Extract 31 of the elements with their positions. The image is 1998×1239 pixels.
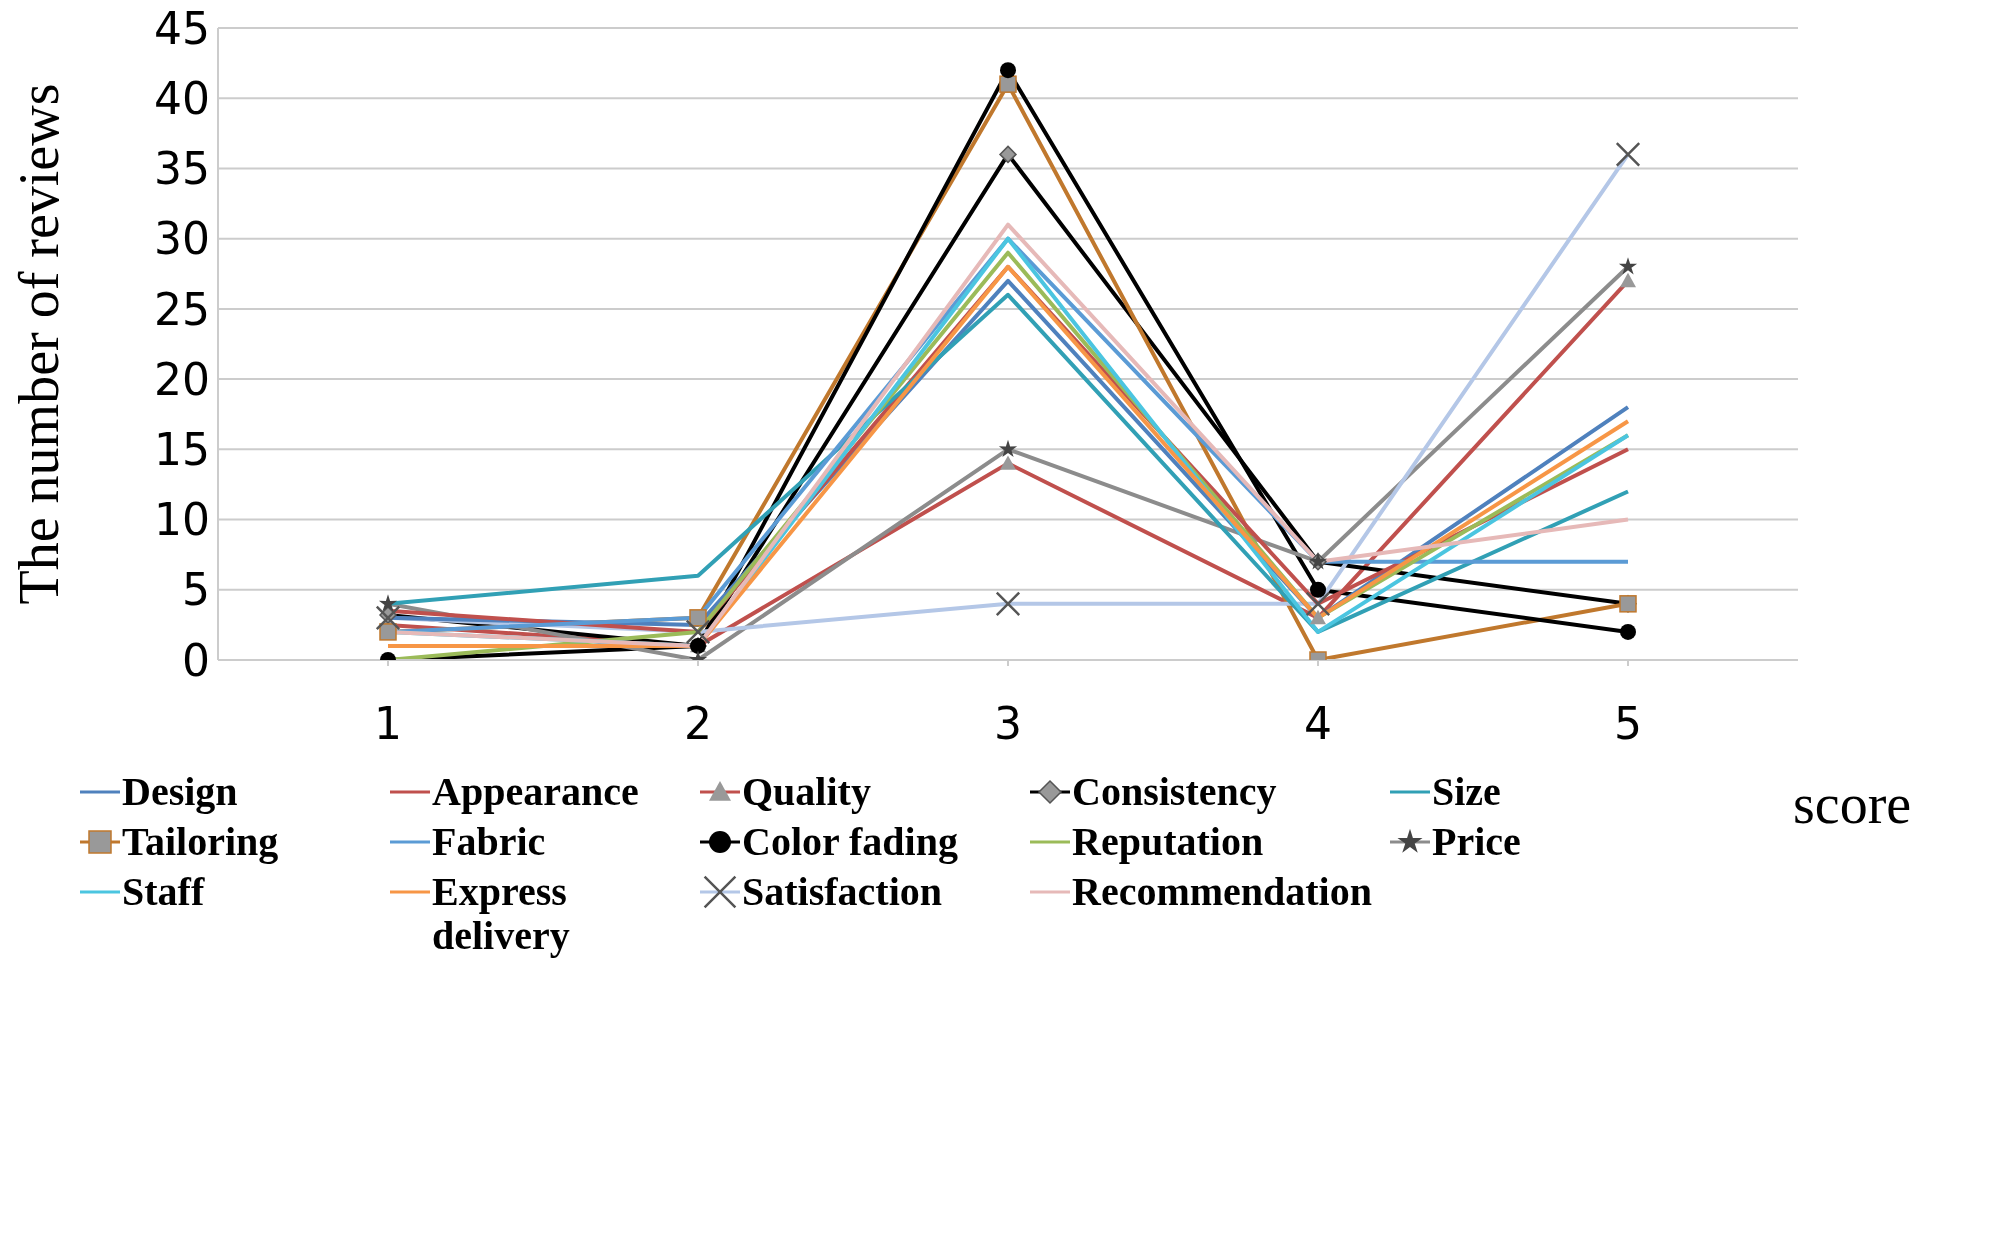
legend-label: Fabric bbox=[432, 819, 546, 864]
legend-label: Tailoring bbox=[122, 819, 279, 864]
legend-label: Consistency bbox=[1072, 769, 1277, 814]
legend-label: Color fading bbox=[742, 819, 958, 864]
x-tick-label: 3 bbox=[994, 698, 1022, 750]
legend-label: Quality bbox=[742, 769, 871, 814]
y-tick-label: 15 bbox=[154, 423, 210, 475]
legend-label: Size bbox=[1432, 769, 1501, 814]
x-tick-label: 2 bbox=[684, 698, 712, 750]
legend-label: Design bbox=[122, 769, 238, 814]
y-tick-label: 30 bbox=[154, 213, 210, 265]
legend-label: Recommendation bbox=[1072, 869, 1372, 914]
y-tick-label: 35 bbox=[154, 143, 210, 195]
y-tick-label: 25 bbox=[154, 283, 210, 335]
legend-label: Staff bbox=[122, 869, 205, 914]
x-axis-title: score bbox=[1793, 772, 1912, 835]
legend-label: Reputation bbox=[1072, 819, 1264, 864]
y-tick-label: 0 bbox=[182, 634, 210, 686]
y-tick-label: 10 bbox=[154, 494, 210, 546]
y-tick-label: 20 bbox=[154, 353, 210, 405]
y-tick-label: 45 bbox=[154, 2, 210, 54]
legend-label: Express delivery bbox=[432, 869, 571, 958]
legend-label: Satisfaction bbox=[742, 869, 942, 914]
x-tick-label: 5 bbox=[1614, 698, 1642, 750]
x-tick-label: 4 bbox=[1304, 698, 1332, 750]
legend-label: Price bbox=[1432, 819, 1521, 864]
y-tick-label: 5 bbox=[182, 564, 210, 616]
x-tick-label: 1 bbox=[374, 698, 402, 750]
y-tick-label: 40 bbox=[154, 72, 210, 124]
legend-label: Appearance bbox=[432, 769, 639, 814]
y-axis-title: The number of reviews bbox=[7, 83, 70, 605]
